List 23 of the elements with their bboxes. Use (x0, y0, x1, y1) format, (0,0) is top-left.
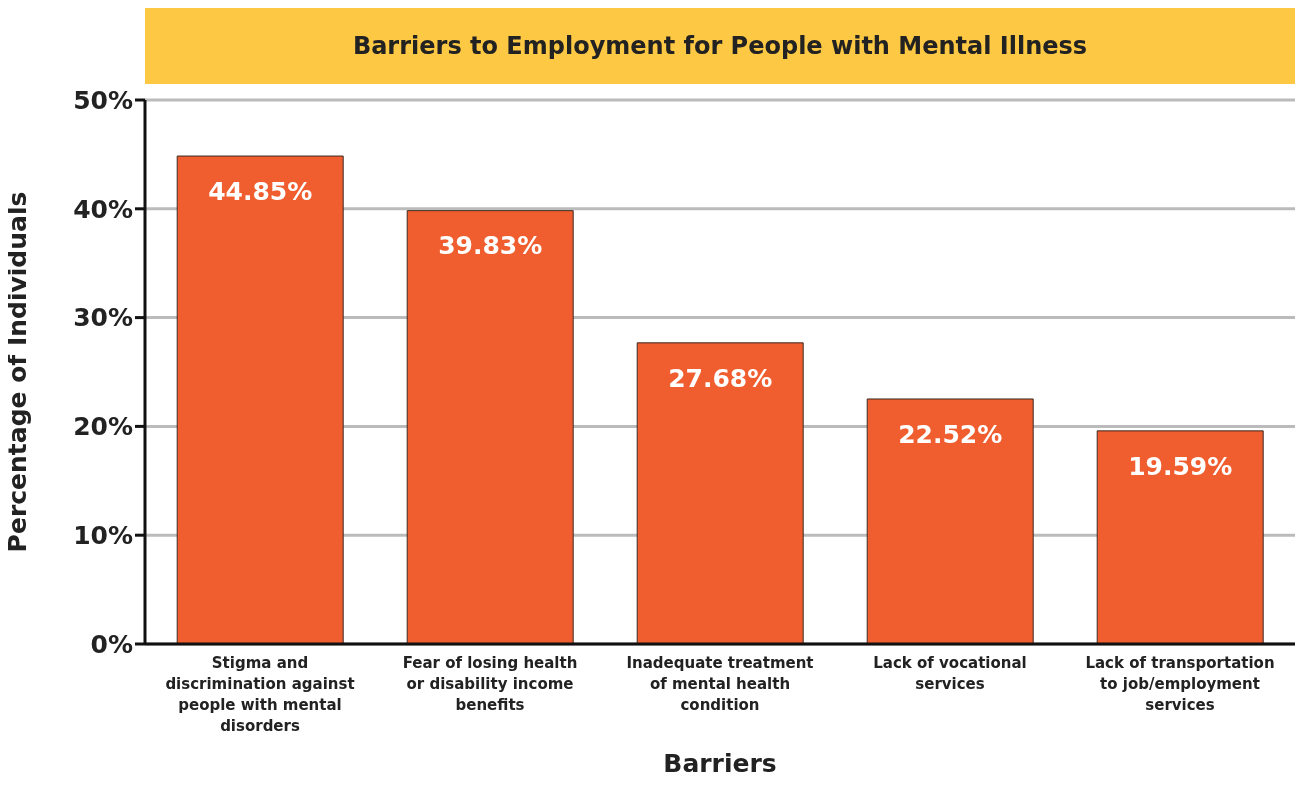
bar (176, 155, 344, 644)
chart-title: Barriers to Employment for People with Mental Illness (145, 8, 1295, 84)
data-label: 19.59% (1128, 451, 1233, 481)
y-tick-label: 0% (90, 629, 133, 659)
x-tick-label: Inadequate treatment of mental health condition (626, 654, 814, 714)
y-tick-label: 20% (73, 412, 133, 442)
y-tick-label: 40% (73, 194, 133, 224)
y-tick-label: 30% (73, 303, 133, 333)
bar (636, 342, 804, 644)
x-tick-label: Lack of vocational services (873, 654, 1027, 693)
y-tick-label: 10% (73, 521, 133, 551)
x-tick-label: Stigma and discrimination against people with mental disorders (165, 654, 355, 735)
x-tick-label: Fear of losing health or disability income benefits (402, 654, 578, 714)
x-axis-title: Barriers (663, 749, 777, 778)
data-label: 22.52% (898, 419, 1003, 449)
x-tick-label: Lack of transportation to job/employment services (1085, 654, 1275, 714)
data-label: 39.83% (438, 231, 543, 261)
data-label: 44.85% (208, 176, 313, 206)
y-tick-label: 50% (73, 85, 133, 115)
bar (866, 398, 1034, 644)
bar (1096, 430, 1264, 644)
bar (406, 210, 574, 644)
data-label: 27.68% (668, 363, 773, 393)
